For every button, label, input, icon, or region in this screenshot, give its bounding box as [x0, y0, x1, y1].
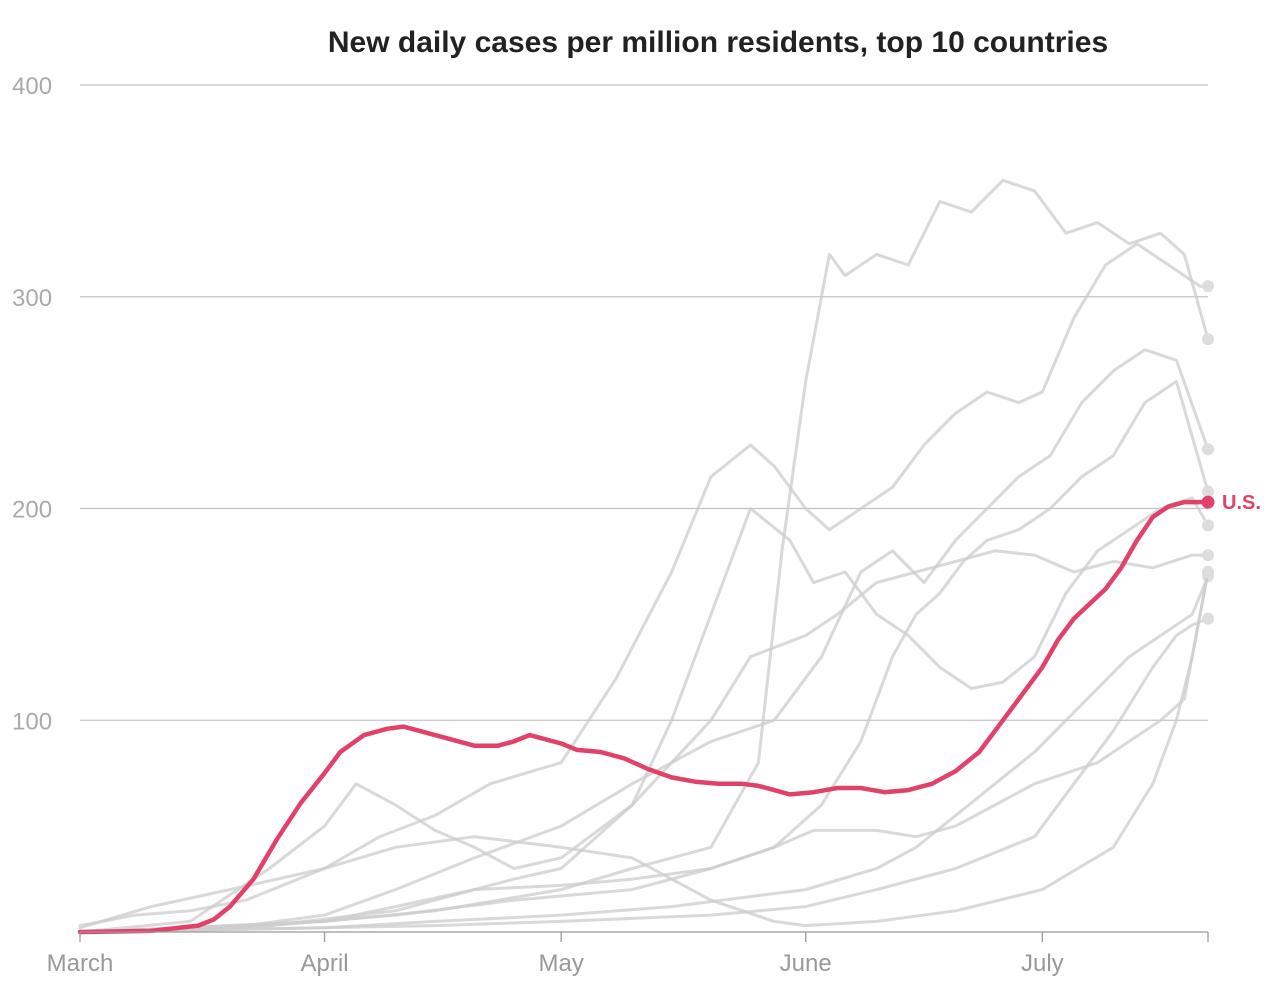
- x-tick-label: June: [780, 950, 832, 977]
- highlight-series-layer: U.S.: [77, 492, 1261, 935]
- series-end-point: [1202, 566, 1214, 579]
- series-end-point: [1202, 280, 1214, 293]
- series-line: [78, 617, 1210, 934]
- series-end-point: [1202, 485, 1214, 498]
- series-line: [78, 570, 1210, 930]
- series-line: [78, 379, 1210, 934]
- series-end-point: [1202, 333, 1214, 346]
- series-end-point: [1202, 443, 1214, 456]
- series-line: [78, 348, 1210, 934]
- x-tick-label: March: [47, 950, 114, 977]
- series-line: [78, 496, 1210, 934]
- y-tick-label: 300: [12, 285, 52, 312]
- series-line: [78, 574, 1210, 934]
- series-line: [78, 178, 1210, 934]
- grid-layer: 400 300 200 100: [12, 73, 1208, 735]
- series-end-point: [1202, 549, 1214, 562]
- us-end-point: [1201, 495, 1215, 509]
- y-tick-label: 100: [12, 708, 52, 735]
- y-tick-label: 400: [12, 73, 52, 100]
- x-axis: March April May June July: [47, 931, 1209, 977]
- chart-title: New daily cases per million residents, t…: [328, 26, 1108, 59]
- series-line: [78, 570, 1210, 934]
- us-series-line: [77, 499, 1211, 935]
- us-series-label: U.S.: [1222, 492, 1261, 514]
- series-end-point: [1202, 612, 1214, 625]
- series-line: [78, 549, 1210, 934]
- background-series-layer: [78, 178, 1214, 934]
- x-tick-label: April: [301, 950, 349, 977]
- series-end-point: [1202, 519, 1214, 532]
- y-tick-label: 200: [12, 497, 52, 524]
- x-tick-label: July: [1021, 950, 1064, 977]
- series-line: [78, 242, 1210, 928]
- x-tick-label: May: [539, 950, 584, 977]
